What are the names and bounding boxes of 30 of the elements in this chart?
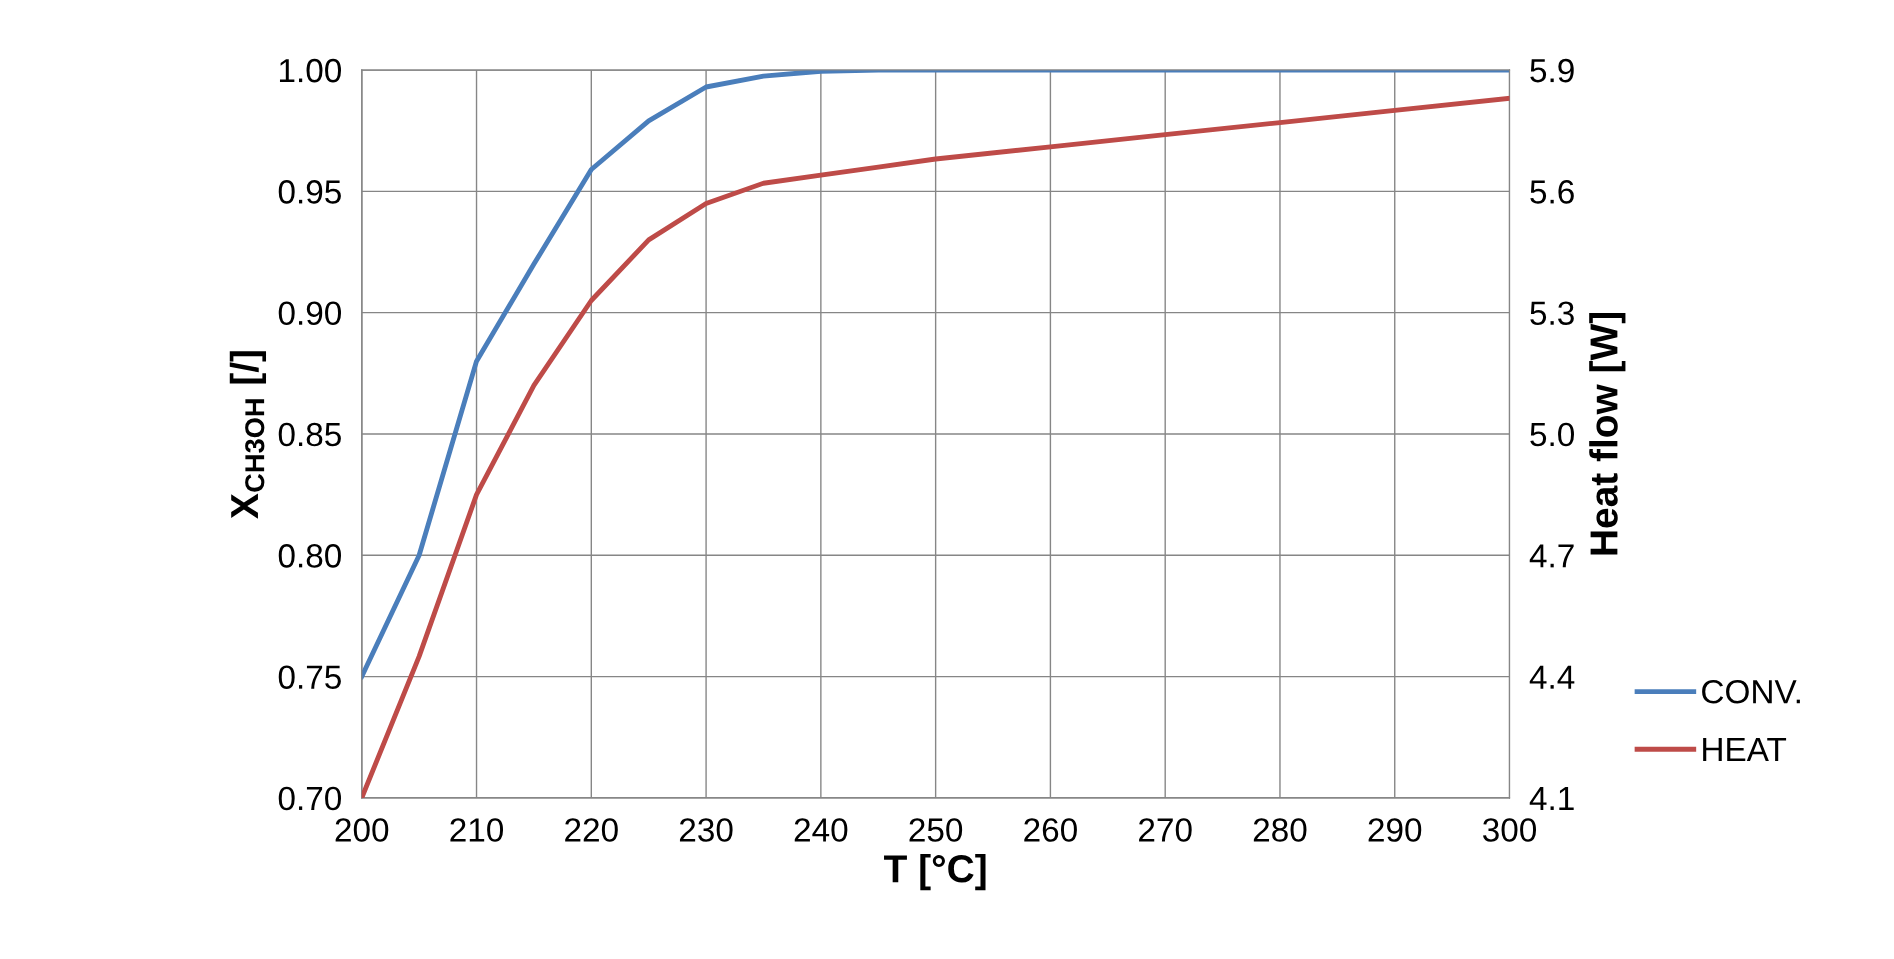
y2-tick-label: 4.7 [1529, 544, 1574, 568]
legend-label: HEAT [1703, 738, 1787, 761]
x-tick-label: 260 [1024, 818, 1077, 842]
y2-tick-label: 5.3 [1530, 301, 1574, 326]
y-tick-label: 0.70 [278, 786, 342, 811]
x-tick-label: 220 [565, 818, 618, 842]
y-tick-label: 1.00 [279, 58, 342, 83]
y2-axis-title: Heat flow [W] [1589, 312, 1626, 555]
x-axis-title: T [°C] [884, 853, 986, 891]
x-tick-label: 200 [335, 818, 389, 842]
y-tick-label: 0.95 [278, 180, 341, 204]
y2-tick-label: 4.1 [1529, 787, 1574, 810]
y2-tick-label: 4.4 [1529, 665, 1575, 689]
x-tick-label: 210 [450, 818, 504, 842]
x-tick-label: 290 [1368, 818, 1422, 842]
y-tick-label: 0.85 [278, 422, 341, 447]
y2-tick-label: 5.9 [1530, 58, 1574, 83]
x-tick-label: 250 [909, 818, 963, 842]
y-tick-label: 0.90 [278, 301, 342, 326]
y2-tick-label: 5.0 [1530, 422, 1574, 447]
x-tick-label: 230 [679, 818, 733, 842]
y-tick-label: 0.75 [278, 665, 341, 689]
x-tick-label: 240 [794, 818, 848, 842]
x-tick-label: 270 [1139, 818, 1192, 842]
y-axis-title: X$_{CH3OH}$ [/] [229, 351, 267, 519]
y2-tick-label: 5.6 [1530, 180, 1574, 204]
x-tick-label: 300 [1482, 818, 1537, 842]
x-tick-label: 280 [1253, 818, 1307, 842]
y-tick-label: 0.80 [278, 544, 342, 568]
legend-label: CONV. [1702, 679, 1800, 704]
